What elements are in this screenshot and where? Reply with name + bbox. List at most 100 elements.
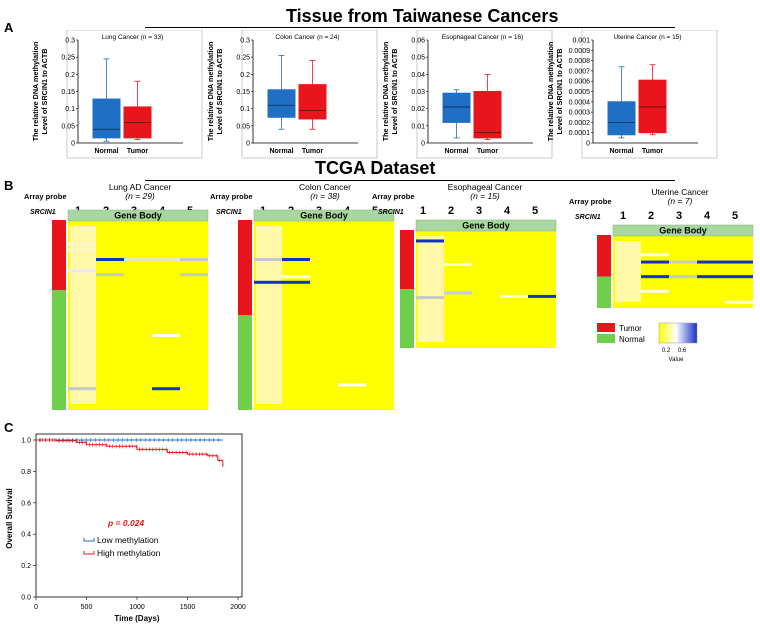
gene-body-bar-2 (415, 219, 557, 232)
heatmap-cell-0-2 (124, 258, 152, 261)
surv-x-tick-label-3: 1500 (180, 604, 196, 611)
chart-frame-2 (416, 30, 553, 159)
normal-label-2: Normal (444, 148, 468, 155)
y-tick-label-1-0: 0 (246, 141, 250, 148)
y-tick-label-3-7: 0.0007 (569, 68, 591, 75)
y-label-group-2: The relative DNA methylation Level of SRC… (381, 42, 399, 142)
panel-c-survival: 0.0 0.2 0.4 0.6 0.8 1.0 0 500 1000 1500 2000 Time (… (5, 433, 246, 623)
probe-number-3-0: 1 (620, 210, 626, 222)
panel-b-heatmaps: Lung AD Cancer(n = 29) Array probe SRCIN1 1… (24, 182, 754, 410)
chart-frame-1 (241, 30, 378, 159)
tumor-box-1 (298, 84, 327, 120)
normal-box-0 (92, 98, 121, 139)
y-tick-label-2-1: 0.01 (411, 123, 425, 130)
tumor-bar-2 (400, 230, 414, 289)
array-probe-label-0: Array probe (24, 192, 67, 201)
y-tick-label-3-6: 0.0006 (569, 79, 591, 86)
y-tick-label-3-3: 0.0003 (569, 110, 591, 117)
legend-scale-label: Value (669, 357, 685, 363)
chart-frame-0 (66, 30, 203, 159)
legend-color-scale (658, 322, 698, 344)
tumor-label-1: Tumor (302, 148, 324, 155)
normal-box-1 (267, 89, 296, 118)
heatmap-cell-2-2 (444, 291, 472, 295)
surv-y-tick-label-3: 0.6 (21, 500, 31, 507)
y-tick-label-1-6: 0.3 (240, 38, 250, 45)
y-label-line2-2: Level of SRCIN1 to ACTB (390, 49, 399, 135)
legend-normal-label: Normal (619, 335, 645, 344)
surv-y-tick-label-0: 0.0 (21, 595, 31, 602)
tumor-label-2: Tumor (477, 148, 499, 155)
panel-label-b: B (4, 178, 14, 193)
y-label-line1-3: The relative DNA methylation (546, 42, 555, 142)
heatmap-cell-0-9 (152, 334, 180, 337)
y-tick-label-1-5: 0.25 (236, 55, 250, 62)
heatmap-cell-0-7 (68, 248, 96, 252)
y-tick-label-2-2: 0.02 (411, 106, 425, 113)
p-value-label: p = 0.024 (107, 518, 144, 528)
heatmap-cell-3-10 (725, 300, 753, 304)
normal-bar-2 (400, 289, 414, 348)
figure-title-tissue: Tissue from Taiwanese Cancers (286, 6, 559, 26)
title-underline-top (145, 27, 675, 28)
gene-label-2: SRCIN1 (378, 209, 404, 216)
heatmap-cell-2-0 (416, 239, 444, 243)
surv-y-tick-label-1: 0.2 (21, 563, 31, 570)
figure-title-tcga: TCGA Dataset (315, 158, 436, 178)
gene-body-bar-1 (253, 209, 395, 222)
gene-body-label-3: Gene Body (659, 226, 707, 236)
heatmap-cell-3-0 (641, 260, 669, 264)
normal-box-3 (607, 101, 636, 136)
probe-number-2-3: 4 (504, 205, 511, 217)
y-tick-label-3-1: 0.0001 (569, 130, 591, 137)
heatmap-cell-2-3 (500, 294, 528, 298)
surv-x-tick-label-1: 500 (81, 604, 93, 611)
surv-y-tick-label-2: 0.4 (21, 532, 31, 539)
surv-y-tick-label-4: 0.8 (21, 469, 31, 476)
array-probe-label-1: Array probe (210, 192, 253, 201)
y-label-line2-1: Level of SRCIN1 to ACTB (215, 49, 224, 135)
y-tick-label-0-6: 0.3 (65, 38, 75, 45)
heatmap-cell-2-5 (416, 296, 444, 300)
panel-label-a: A (4, 20, 14, 35)
heatmap-cell-3-9 (641, 289, 669, 293)
survival-curve-1 (36, 439, 224, 467)
heatmap-cell-2-4 (528, 294, 556, 298)
legend-label-0: Low methylation (97, 535, 159, 545)
tumor-box-3 (638, 79, 667, 134)
panel-a-boxplots: Lung Cancer (n = 33) 0 0.05 0.1 0.15 0.2 0.25 0… (31, 30, 718, 159)
heatmap-cell-3-8 (641, 253, 669, 257)
gene-body-label-0: Gene Body (114, 211, 162, 221)
probe-number-2-4: 5 (532, 205, 538, 217)
y-label-group-3: The relative DNA methylation Level of SRC… (546, 42, 564, 142)
y-tick-label-0-4: 0.2 (65, 72, 75, 79)
gene-body-label-2: Gene Body (462, 221, 510, 231)
heatmap-cell-0-4 (96, 273, 124, 277)
heatmap-n-3: (n = 7) (668, 196, 693, 206)
y-tick-label-3-8: 0.0008 (569, 58, 591, 65)
legend-line-0 (83, 538, 95, 542)
heatmap-cell-0-10 (68, 387, 96, 391)
normal-bar-1 (238, 315, 252, 410)
array-probe-label-2: Array probe (372, 192, 415, 201)
normal-label-1: Normal (269, 148, 293, 155)
y-tick-label-2-5: 0.05 (411, 55, 425, 62)
y-tick-label-1-4: 0.2 (240, 72, 250, 79)
probe-number-3-2: 3 (676, 210, 682, 222)
legend-tick-1: 0.6 (678, 348, 687, 354)
survival-plot-frame (35, 433, 243, 598)
tumor-label-3: Tumor (642, 148, 664, 155)
normal-bar-0 (52, 290, 66, 410)
probe-number-3-3: 4 (704, 210, 711, 222)
heatmap-cell-3-1 (669, 260, 697, 264)
chart-title-1: Colon Cancer (n = 24) (275, 34, 339, 41)
y-tick-label-0-5: 0.25 (61, 55, 75, 62)
legend-tumor-label: Tumor (619, 324, 642, 333)
heatmap-cell-0-8 (68, 269, 96, 273)
heatmap-cell-1-1 (282, 258, 310, 261)
heatmap-cell-0-5 (180, 273, 208, 277)
surv-x-label: Time (Days) (114, 614, 160, 623)
legend-label-1: High methylation (97, 548, 161, 558)
y-tick-label-0-1: 0.05 (61, 123, 75, 130)
heatmap-cell-0-11 (152, 387, 180, 391)
